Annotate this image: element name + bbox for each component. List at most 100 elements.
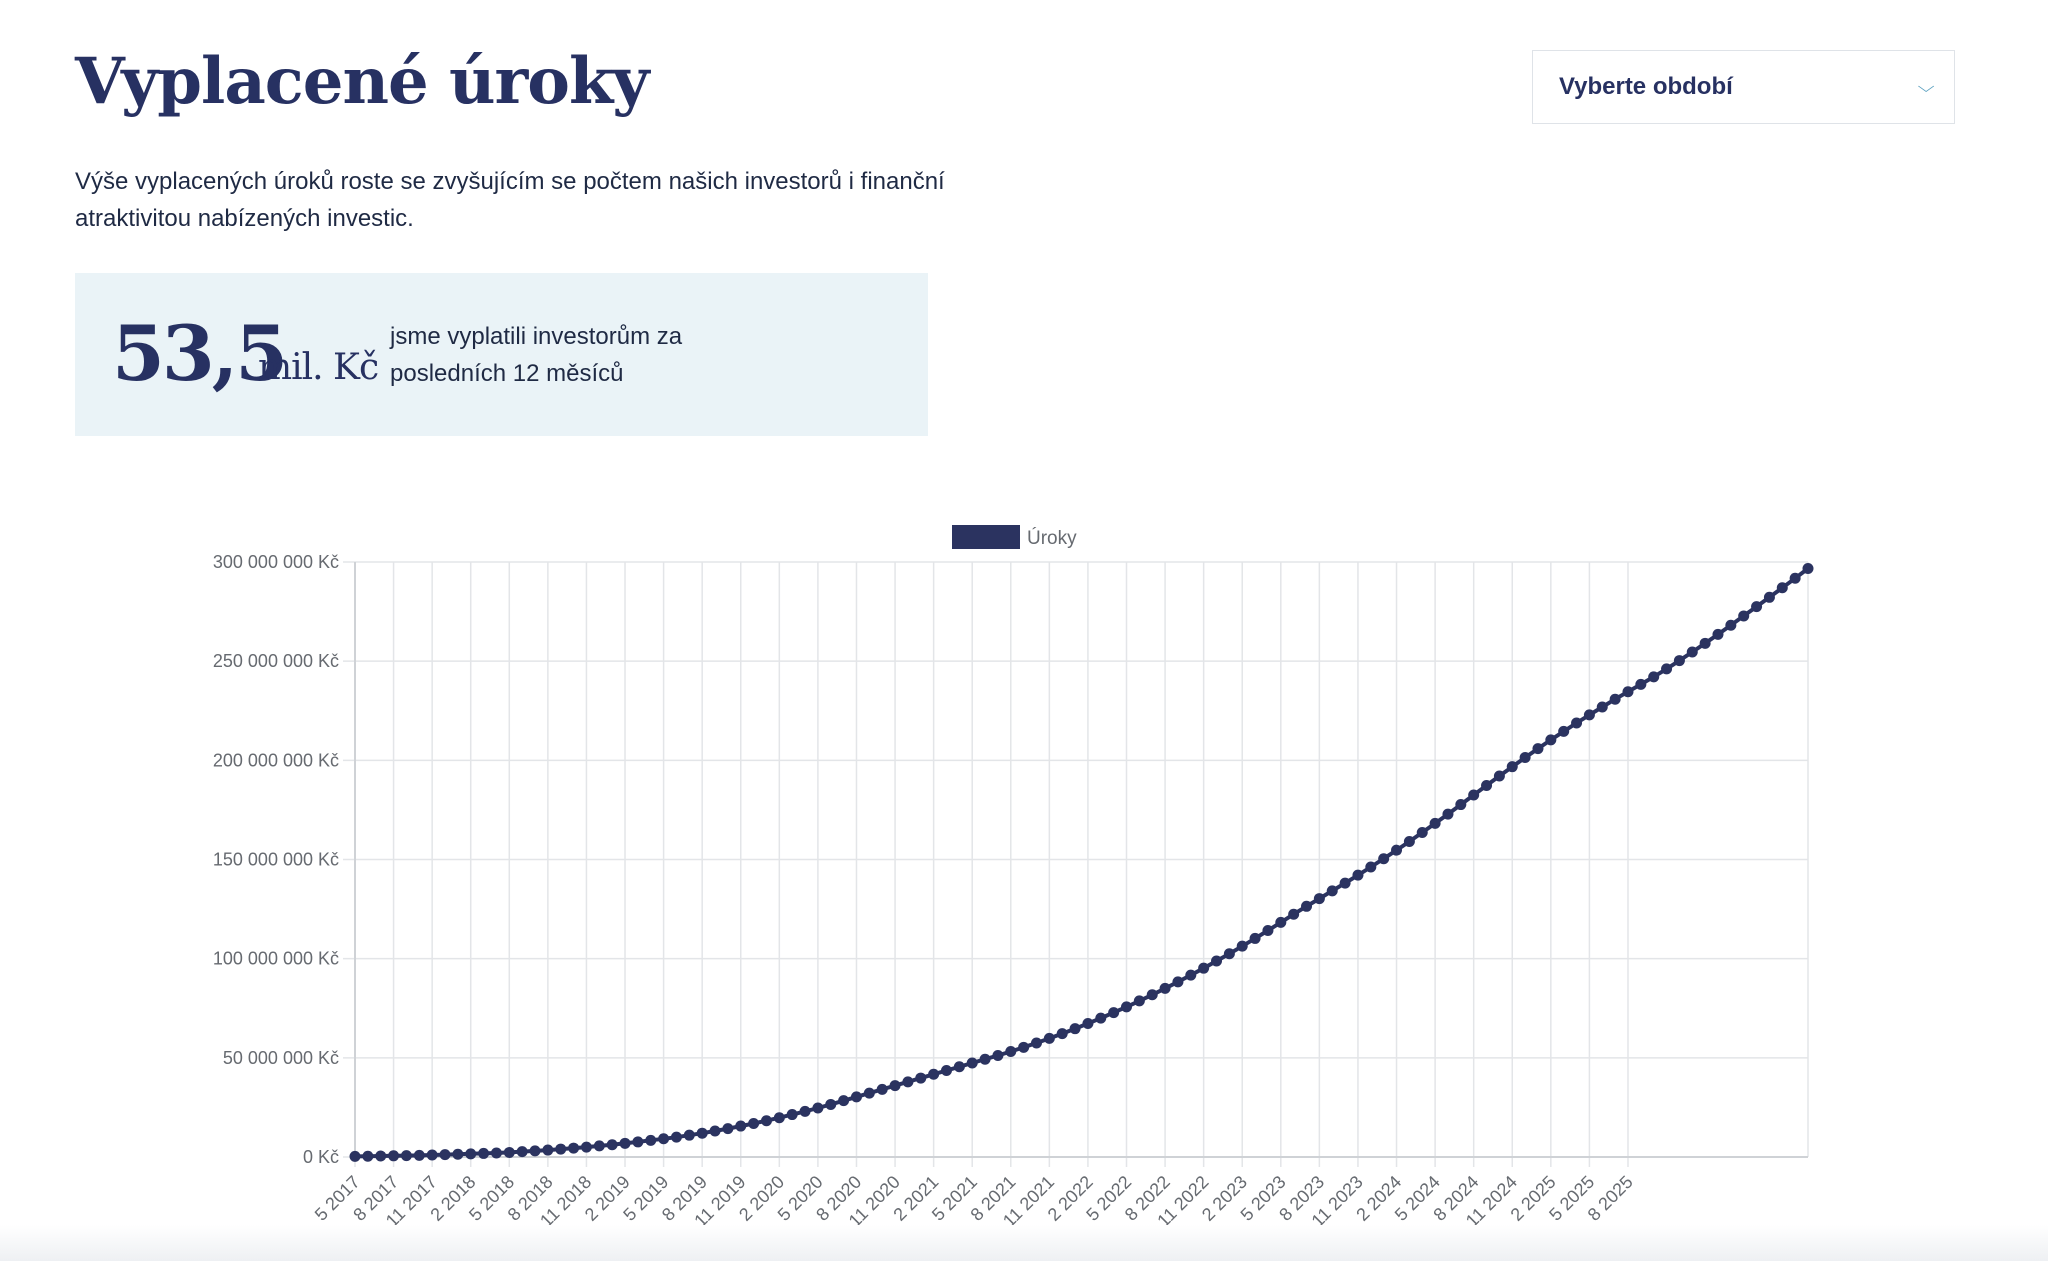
data-point (1339, 877, 1351, 889)
data-point (1468, 789, 1480, 801)
chevron-down-icon: ⌵ (1917, 77, 1935, 96)
data-point (1391, 844, 1403, 856)
period-select[interactable]: Vyberte období ⌵ (1532, 50, 1955, 124)
data-point (799, 1105, 811, 1117)
data-point (773, 1112, 785, 1124)
data-point (696, 1127, 708, 1139)
data-point (953, 1061, 965, 1073)
y-tick-label: 0 Kč (303, 1147, 339, 1167)
data-point (349, 1150, 361, 1162)
data-point (400, 1150, 412, 1162)
data-point (838, 1095, 850, 1107)
data-point (1185, 969, 1197, 981)
data-point (645, 1134, 657, 1146)
data-point (1622, 686, 1634, 698)
data-point (1198, 962, 1210, 974)
data-point (735, 1120, 747, 1132)
data-point (1558, 725, 1570, 737)
data-point (1030, 1037, 1042, 1049)
data-point (1776, 582, 1788, 594)
data-point (478, 1147, 490, 1159)
data-point (452, 1148, 464, 1160)
bottom-fade (0, 1225, 2048, 1261)
data-point (593, 1140, 605, 1152)
data-point (1095, 1012, 1107, 1024)
data-point (1545, 734, 1557, 746)
data-point (1506, 761, 1518, 773)
data-point (1262, 925, 1274, 937)
chart-series (349, 563, 1814, 1162)
data-point (940, 1065, 952, 1077)
data-point (1455, 799, 1467, 811)
data-point (1005, 1045, 1017, 1057)
data-point (1481, 780, 1493, 792)
data-point (1236, 940, 1248, 952)
data-point (760, 1115, 772, 1127)
data-point (850, 1091, 862, 1103)
stat-unit: mil. Kč (258, 347, 379, 388)
legend-swatch (952, 525, 1020, 549)
data-point (1673, 655, 1685, 667)
data-point (503, 1146, 515, 1158)
data-point (1043, 1032, 1055, 1044)
stat-box: 53,5 mil. Kč jsme vyplatili investorům z… (75, 273, 928, 436)
data-point (1583, 709, 1595, 721)
data-point (1699, 637, 1711, 649)
data-point (632, 1136, 644, 1148)
data-point (1789, 572, 1801, 584)
data-point (1403, 835, 1415, 847)
data-point (1571, 717, 1583, 729)
data-point (1519, 752, 1531, 764)
intro-text: Výše vyplacených úroků roste se zvyšujíc… (75, 168, 945, 232)
data-point (1133, 995, 1145, 1007)
data-point (542, 1144, 554, 1156)
data-point (1326, 885, 1338, 897)
data-point (1352, 869, 1364, 881)
chart-legend: Úroky (952, 525, 1077, 549)
y-tick-label: 250 000 000 Kč (213, 651, 339, 671)
data-point (465, 1148, 477, 1160)
data-point (1159, 982, 1171, 994)
y-tick-label: 150 000 000 Kč (213, 850, 339, 870)
data-point (580, 1141, 592, 1153)
data-point (516, 1146, 528, 1158)
data-point (1211, 955, 1223, 967)
page-title: Vyplacené úroky (75, 44, 649, 119)
data-point (1249, 932, 1261, 944)
data-point (1712, 628, 1724, 640)
stat-value: 53,5 (112, 309, 288, 398)
data-point (1532, 743, 1544, 755)
data-point (413, 1149, 425, 1161)
data-point (1378, 853, 1390, 865)
data-point (619, 1137, 631, 1149)
data-point (863, 1087, 875, 1099)
data-point (1288, 908, 1300, 920)
data-point (1121, 1001, 1133, 1013)
data-point (1056, 1028, 1068, 1040)
data-point (439, 1149, 451, 1161)
data-point (1146, 989, 1158, 1001)
data-point (1172, 976, 1184, 988)
data-point (362, 1150, 374, 1162)
y-tick-label: 200 000 000 Kč (213, 750, 339, 770)
data-point (966, 1057, 978, 1069)
data-point (1223, 948, 1235, 960)
data-point (979, 1053, 991, 1065)
data-point (568, 1142, 580, 1154)
data-point (1108, 1007, 1120, 1019)
data-point (1596, 701, 1608, 713)
data-point (1738, 610, 1750, 622)
data-point (1301, 900, 1313, 912)
data-point (1661, 663, 1673, 675)
y-tick-label: 50 000 000 Kč (223, 1048, 339, 1068)
data-point (876, 1083, 888, 1095)
legend-item-uroky: Úroky (952, 525, 1077, 549)
data-point (683, 1129, 695, 1141)
y-tick-label: 100 000 000 Kč (213, 949, 339, 969)
stat-description: jsme vyplatili investorům za posledních … (390, 323, 683, 387)
data-point (786, 1109, 798, 1121)
data-point (1648, 671, 1660, 683)
data-point (825, 1098, 837, 1110)
legend-label: Úroky (1027, 527, 1077, 549)
